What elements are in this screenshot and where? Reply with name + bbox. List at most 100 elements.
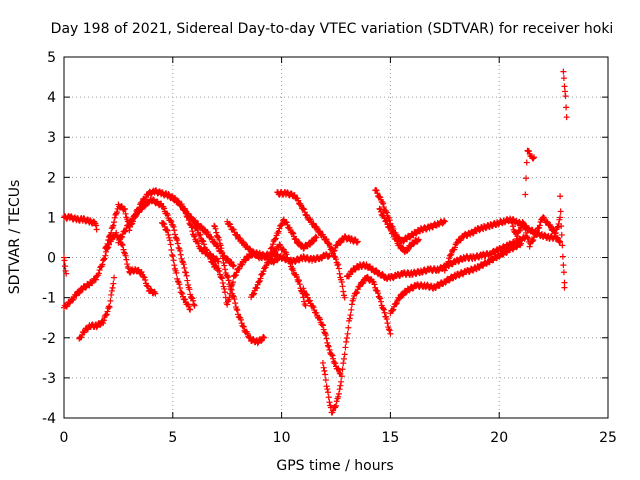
series-arc-13	[267, 216, 320, 252]
data-point	[559, 242, 566, 249]
data-point	[406, 234, 413, 241]
data-point	[293, 236, 300, 243]
data-point	[317, 316, 324, 323]
data-point	[377, 208, 384, 215]
data-point	[341, 294, 348, 301]
data-point	[92, 276, 99, 283]
data-point	[219, 275, 226, 282]
data-point	[380, 306, 387, 313]
data-point	[236, 234, 243, 241]
series-arc-1	[61, 213, 100, 233]
data-point	[340, 288, 347, 295]
data-point	[160, 220, 167, 227]
data-point	[163, 226, 170, 233]
series-arc-22	[441, 215, 564, 274]
data-point	[234, 307, 241, 314]
data-point	[313, 309, 320, 316]
series-arc-16	[319, 273, 394, 416]
data-point	[122, 252, 129, 259]
data-point	[399, 244, 406, 251]
data-point	[523, 159, 530, 166]
data-point	[100, 317, 107, 324]
data-point	[560, 75, 567, 82]
data-point	[161, 223, 168, 230]
data-point	[105, 237, 112, 244]
data-point	[333, 402, 339, 409]
data-point	[348, 306, 355, 313]
data-point	[415, 236, 422, 243]
data-point	[520, 221, 527, 228]
data-point	[272, 249, 279, 256]
data-point	[317, 228, 324, 235]
data-point	[380, 200, 387, 207]
data-point	[181, 265, 188, 272]
series-arc-23	[507, 214, 564, 250]
series-arc-12	[248, 241, 309, 309]
data-point	[240, 238, 247, 245]
data-point	[256, 278, 263, 285]
data-point	[533, 231, 540, 238]
data-point	[441, 217, 448, 224]
data-point	[517, 224, 524, 231]
data-point	[113, 229, 120, 236]
data-point	[178, 289, 185, 296]
data-point	[343, 338, 350, 345]
data-point	[215, 265, 222, 272]
data-point	[106, 232, 113, 239]
data-point	[233, 269, 240, 276]
data-point	[218, 245, 225, 252]
data-point	[326, 346, 333, 353]
data-point	[169, 251, 176, 258]
data-point	[215, 258, 222, 265]
series-arc-10	[211, 222, 268, 347]
series-arc-18	[343, 234, 529, 282]
data-point	[119, 241, 126, 248]
data-point	[554, 234, 561, 241]
data-point	[95, 270, 102, 277]
data-point	[514, 233, 521, 240]
data-point	[122, 227, 129, 234]
data-point	[142, 203, 149, 210]
data-point	[383, 217, 390, 224]
data-point	[320, 326, 327, 333]
data-point	[325, 240, 332, 247]
data-point	[122, 210, 129, 217]
data-point	[336, 369, 343, 376]
data-point	[335, 390, 342, 397]
data-point	[334, 262, 341, 269]
data-point	[303, 212, 310, 219]
series-arc-2	[61, 254, 70, 277]
data-point	[522, 225, 529, 232]
data-point	[302, 302, 309, 309]
data-point	[99, 261, 106, 268]
data-point	[69, 297, 76, 304]
data-point	[374, 190, 381, 197]
data-point	[300, 205, 307, 212]
data-point	[383, 316, 390, 323]
data-point	[216, 236, 223, 243]
data-point	[118, 234, 125, 241]
data-point	[371, 281, 378, 288]
data-point	[353, 290, 360, 297]
y-tick-label: -3	[42, 371, 56, 387]
data-point	[190, 301, 197, 308]
data-point	[187, 306, 194, 313]
data-point	[335, 393, 342, 400]
data-point	[253, 285, 260, 292]
x-tick-label: 20	[490, 430, 508, 446]
data-point	[530, 155, 537, 162]
data-point	[525, 148, 532, 155]
data-point	[335, 265, 342, 272]
data-point	[325, 394, 332, 401]
y-tick-label: 0	[47, 251, 56, 267]
data-point	[531, 154, 538, 161]
y-tick-label: 3	[47, 130, 56, 146]
data-point	[516, 227, 523, 234]
data-point	[524, 234, 531, 241]
data-point	[348, 301, 355, 308]
data-point	[186, 306, 193, 313]
data-point	[393, 299, 400, 306]
data-point	[108, 229, 115, 236]
data-point	[287, 260, 294, 267]
